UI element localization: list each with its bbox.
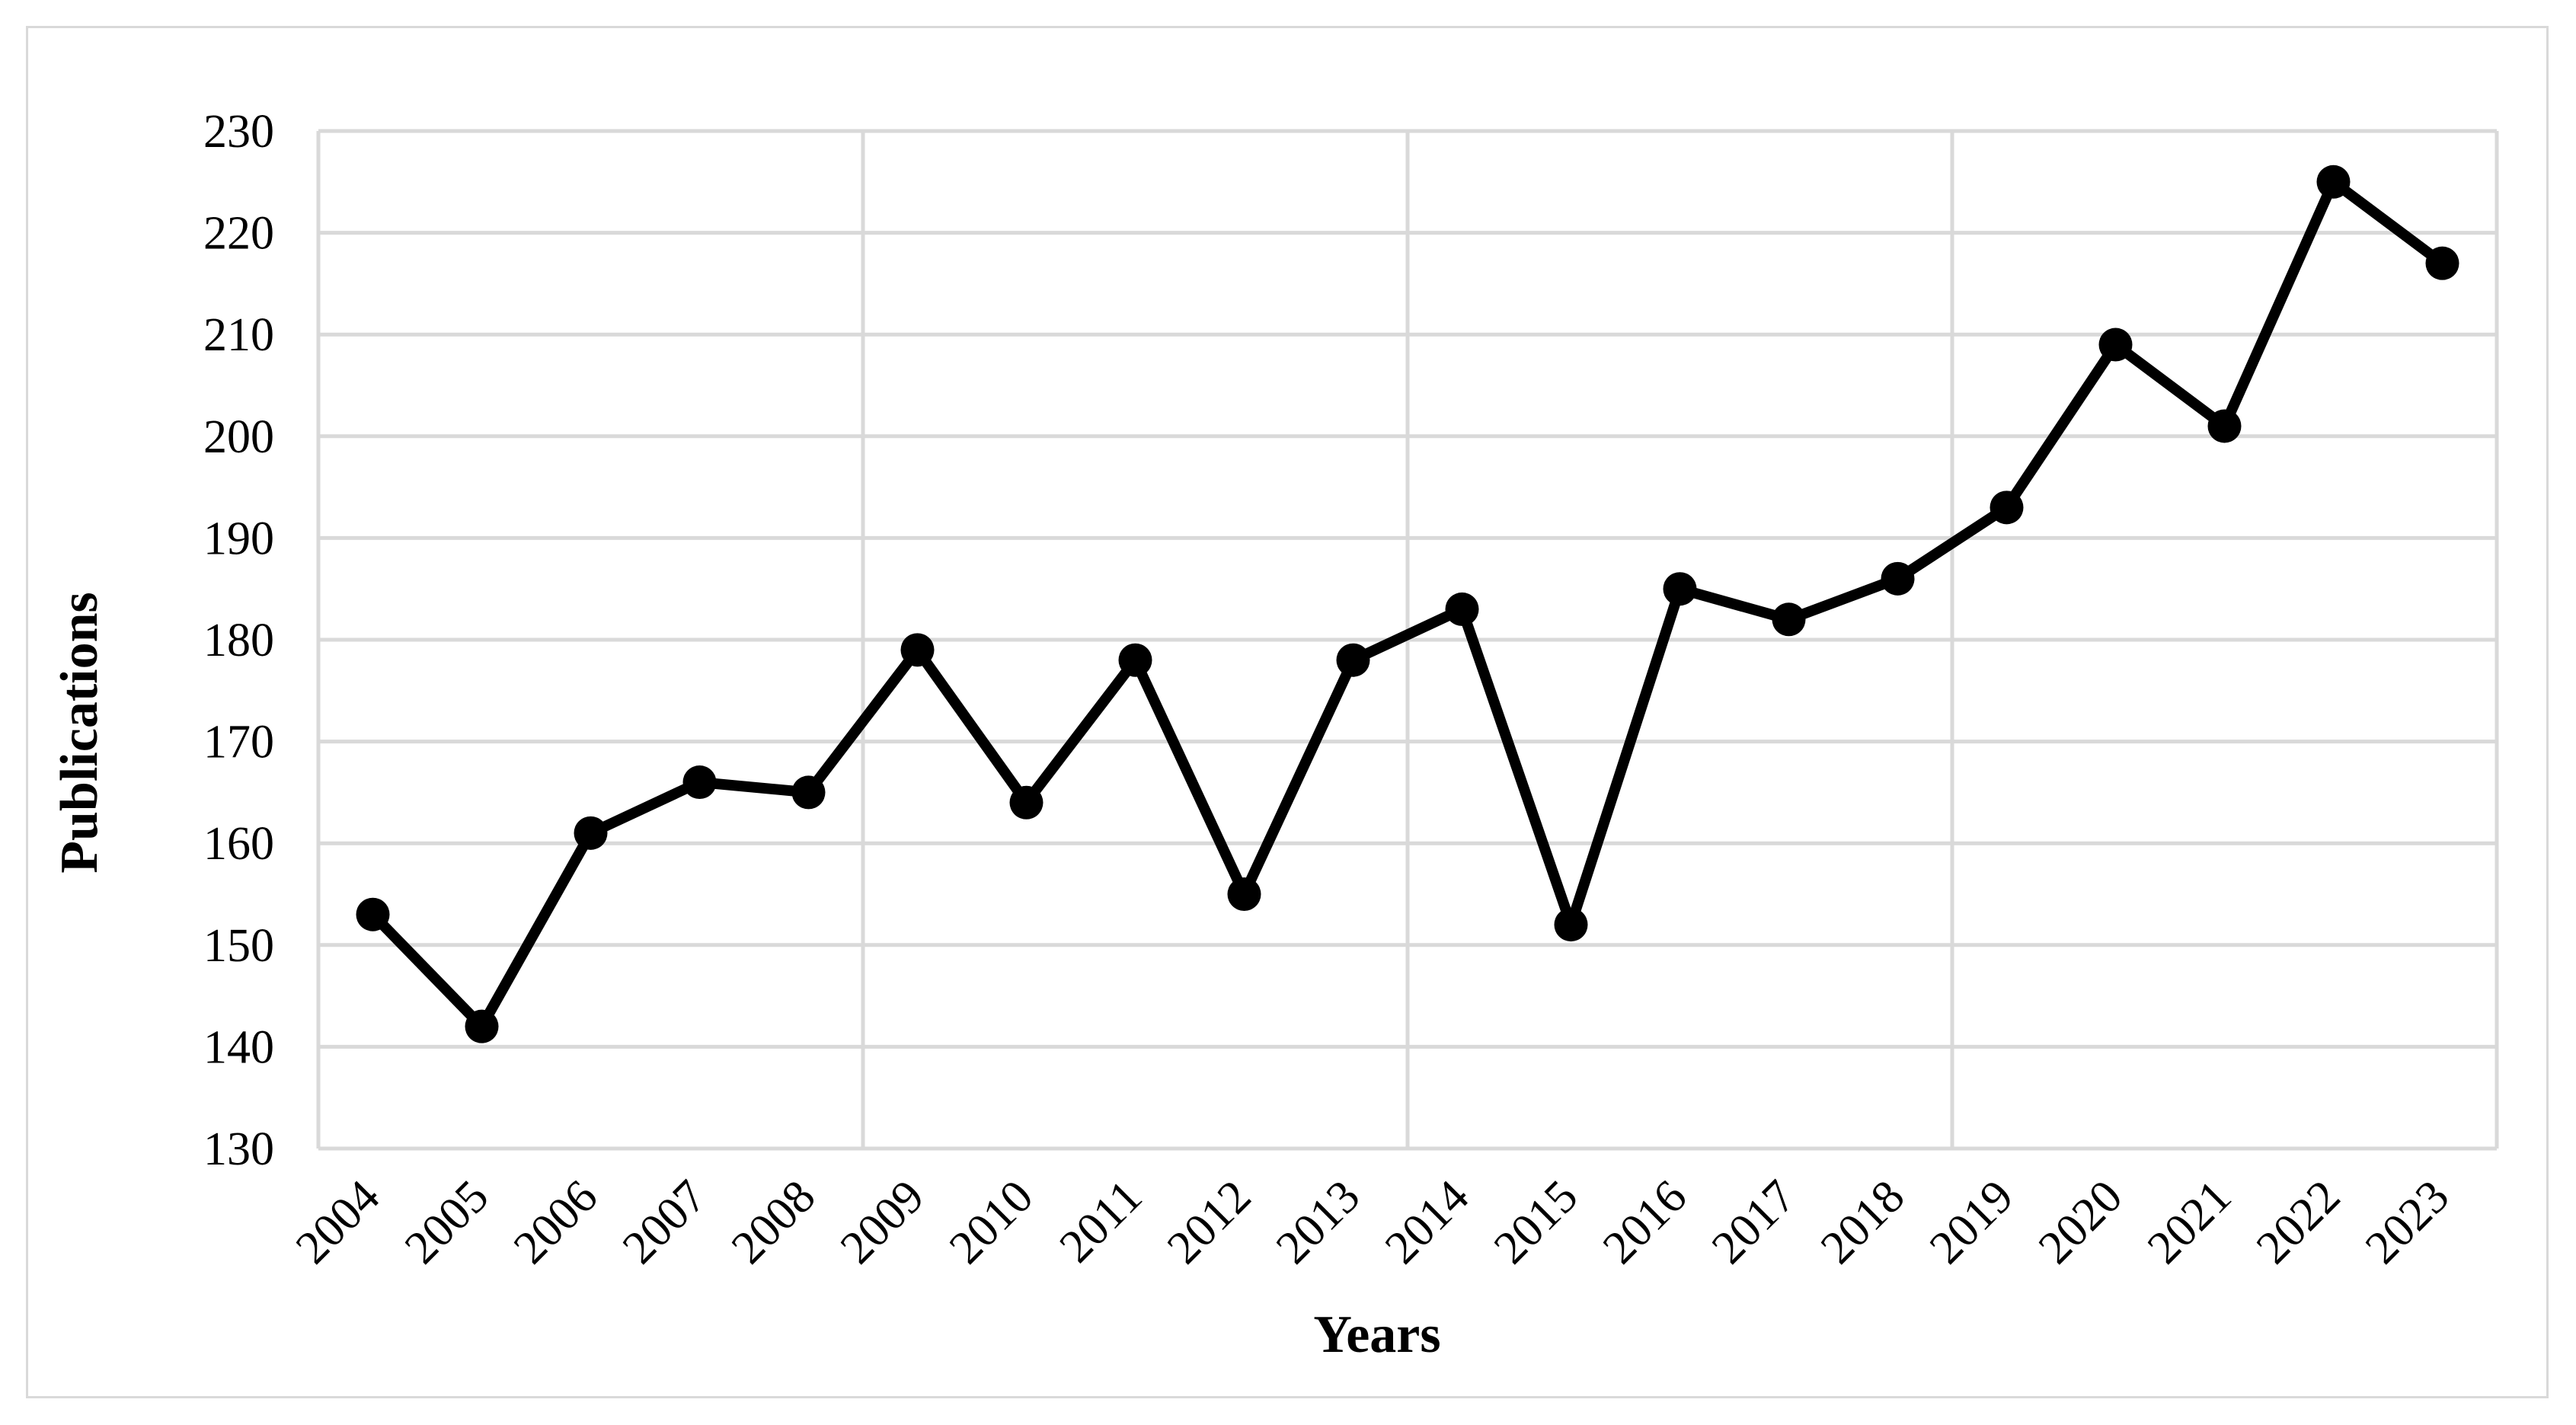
data-point: [1881, 561, 1915, 596]
x-tick-labels: 2004 2005 2006 2007 2008 2009 2010 2011 2012 2013…: [286, 1171, 2459, 1274]
x-tick-label: 2004: [286, 1171, 390, 1274]
data-point: [1554, 908, 1588, 942]
x-tick-label: 2011: [1050, 1171, 1152, 1273]
data-point: [2207, 409, 2242, 443]
data-point: [574, 816, 608, 850]
data-point: [1663, 572, 1697, 606]
y-tick-label: 140: [203, 1021, 274, 1073]
y-tick-label: 160: [203, 818, 274, 870]
data-point: [1990, 490, 2024, 525]
y-tick-labels: 130 140 150 160 170 180 190 200 210 220 230: [203, 106, 274, 1175]
data-point: [1009, 785, 1044, 820]
x-tick-label: 2010: [940, 1171, 1044, 1274]
data-point: [1772, 602, 1806, 637]
x-tick-label: 2014: [1376, 1171, 1479, 1274]
x-tick-label: 2005: [395, 1171, 499, 1274]
data-point: [465, 1009, 499, 1043]
x-tick-label: 2016: [1593, 1171, 1697, 1274]
y-tick-label: 230: [203, 106, 274, 158]
x-tick-label: 2015: [1485, 1171, 1588, 1274]
x-axis-title: Years: [1313, 1305, 1440, 1364]
data-point: [1336, 643, 1370, 677]
data-point: [1118, 643, 1152, 677]
series-line: [369, 173, 2446, 1036]
chart-frame: [26, 26, 2549, 1398]
y-tick-label: 200: [203, 411, 274, 463]
x-tick-label: 2020: [2029, 1171, 2133, 1274]
x-tick-label: 2008: [722, 1171, 826, 1274]
data-point: [1227, 877, 1261, 911]
y-tick-label: 170: [203, 717, 274, 768]
x-tick-label: 2018: [1811, 1171, 1915, 1274]
y-tick-label: 220: [203, 208, 274, 260]
data-series: [356, 165, 2459, 1043]
x-tick-label: 2006: [504, 1171, 608, 1274]
x-tick-label: 2017: [1702, 1171, 1806, 1274]
y-tick-label: 190: [203, 513, 274, 564]
x-tick-label: 2007: [613, 1171, 717, 1274]
x-tick-label: 2013: [1267, 1171, 1370, 1274]
data-point: [791, 775, 826, 810]
y-axis-title: Publications: [50, 592, 109, 874]
y-tick-label: 150: [203, 920, 274, 972]
y-tick-label: 210: [203, 309, 274, 361]
x-tick-label: 2021: [2138, 1171, 2242, 1274]
data-point: [900, 633, 935, 667]
data-point: [2098, 327, 2133, 362]
y-tick-label: 180: [203, 615, 274, 666]
data-point: [1445, 592, 1479, 626]
x-tick-label: 2009: [831, 1171, 935, 1274]
x-tick-label: 2012: [1158, 1171, 1261, 1274]
gridlines: [316, 129, 2499, 1151]
data-point: [356, 897, 390, 931]
data-point: [2425, 246, 2459, 280]
data-point: [682, 765, 717, 800]
y-tick-label: 130: [203, 1123, 274, 1175]
data-point: [2316, 165, 2351, 199]
x-tick-label: 2023: [2356, 1171, 2459, 1274]
x-tick-label: 2019: [1920, 1171, 2024, 1274]
x-tick-label: 2022: [2247, 1171, 2351, 1274]
